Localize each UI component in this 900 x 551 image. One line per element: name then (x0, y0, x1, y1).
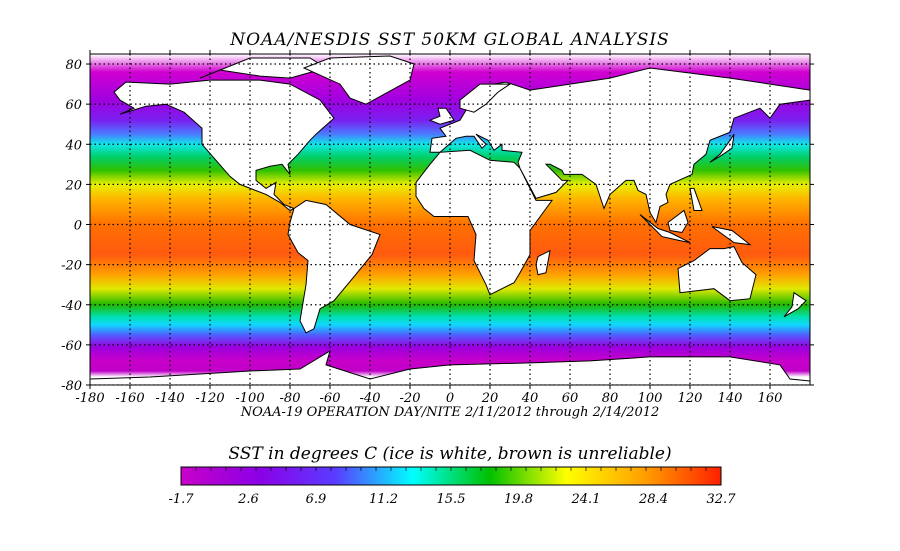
land-british-isles (428, 107, 455, 125)
land-new-guinea (711, 226, 752, 246)
lon-tick-label: -80 (280, 391, 301, 406)
land-borneo (667, 209, 689, 234)
lat-tick-label: 60 (65, 98, 82, 113)
colorbar-label: 11.2 (369, 492, 398, 507)
lat-tick-label: 40 (64, 138, 82, 153)
land-arctic-islands (199, 57, 328, 79)
colorbar-label: 2.6 (237, 492, 259, 507)
lon-tick-label: -160 (115, 391, 144, 406)
map-title: NOAA/NESDIS SST 50KM GLOBAL ANALYSIS (230, 30, 670, 50)
lon-tick-label: 0 (446, 391, 454, 406)
lon-tick-label: -180 (75, 391, 104, 406)
land-philippines (689, 187, 703, 211)
lon-tick-label: 80 (602, 391, 619, 406)
lon-tick-label: 60 (562, 391, 579, 406)
land-japan (709, 133, 735, 163)
lon-tick-label: -40 (360, 391, 381, 406)
colorbar-label: 15.5 (437, 492, 466, 507)
land-greenland (302, 55, 415, 105)
landmasses (90, 55, 810, 385)
map-subtitle: NOAA-19 OPERATION DAY/NITE 2/11/2012 thr… (240, 405, 660, 420)
land-australia (677, 246, 757, 302)
lon-tick-label: -140 (155, 391, 184, 406)
colorbar: -1.7 2.6 6.9 11.2 15.5 19.8 24.1 28.4 32.7 (168, 466, 737, 507)
lat-tick-label: -80 (61, 379, 82, 394)
lon-tick-label: 120 (678, 391, 703, 406)
lat-tick-label: -60 (61, 339, 82, 354)
colorbar-label: 28.4 (638, 492, 668, 507)
lat-tick-label: 20 (64, 178, 82, 193)
lon-tick-label: -100 (235, 391, 264, 406)
lon-tick-label: 20 (481, 391, 499, 406)
land-indonesia (639, 214, 691, 244)
lon-tick-label: -120 (195, 391, 224, 406)
lon-tick-label: 100 (638, 391, 663, 406)
lon-tick-label: 140 (718, 391, 743, 406)
lat-tick-label: -20 (61, 259, 82, 274)
lon-tick-label: -60 (320, 391, 341, 406)
lon-tick-label: 40 (521, 391, 539, 406)
colorbar-label: 24.1 (571, 492, 601, 507)
lat-tick-label: 0 (74, 219, 82, 234)
lat-tick-label: 80 (65, 58, 82, 73)
graticule (90, 54, 810, 385)
land-north-america (113, 79, 335, 212)
colorbar-label: 6.9 (306, 492, 327, 507)
land-africa (415, 149, 553, 296)
colorbar-label: 19.8 (504, 492, 533, 507)
lat-tick-label: -40 (61, 299, 82, 314)
lon-tick-label: -20 (400, 391, 421, 406)
land-madagascar (535, 249, 551, 276)
colorbar-label: -1.7 (168, 492, 194, 507)
land-south-america (287, 199, 381, 334)
colorbar-title: SST in degrees C (ice is white, brown is… (228, 444, 672, 464)
lon-tick-label: 160 (758, 391, 783, 406)
land-scandinavia (459, 83, 512, 113)
colorbar-label: 32.7 (707, 492, 737, 507)
